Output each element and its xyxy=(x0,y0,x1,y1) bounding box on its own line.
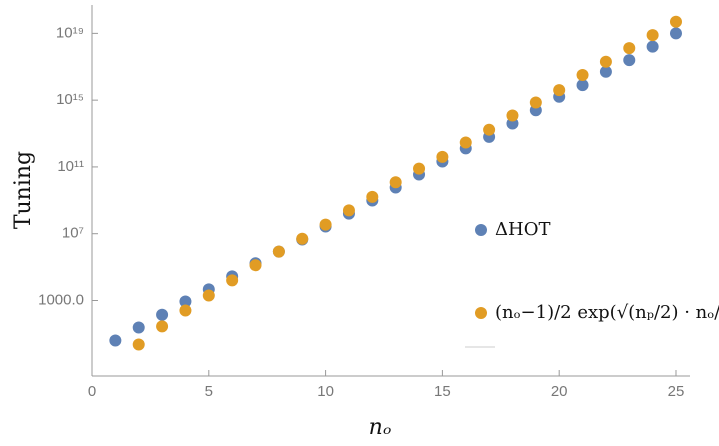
point xyxy=(109,334,122,347)
point xyxy=(132,338,145,351)
point xyxy=(669,15,682,28)
point xyxy=(296,232,309,245)
point xyxy=(646,40,659,53)
y-tick-label: 10¹⁵ xyxy=(56,91,84,108)
point xyxy=(132,321,145,334)
point xyxy=(599,55,612,68)
x-axis-label: nₒ xyxy=(369,415,392,440)
x-tick-label: 10 xyxy=(317,383,334,400)
point xyxy=(459,136,472,149)
point xyxy=(553,84,566,97)
point xyxy=(179,295,192,308)
legend-label: (nₒ−1)/2 exp(√(nₚ/2) · nₒ/2) xyxy=(495,302,719,323)
point xyxy=(646,29,659,42)
point xyxy=(413,162,426,175)
y-tick-label: 10¹⁹ xyxy=(56,24,84,41)
point xyxy=(483,123,496,136)
legend-label: ΔHOT xyxy=(495,219,550,240)
point xyxy=(249,259,262,272)
y-tick-label: 1000.0 xyxy=(38,291,84,308)
point xyxy=(226,274,239,287)
point xyxy=(389,176,402,189)
point xyxy=(202,289,215,302)
x-tick-label: 15 xyxy=(434,383,451,400)
y-axis-label: Tuning xyxy=(11,151,36,229)
point xyxy=(576,79,589,92)
point xyxy=(366,190,379,203)
point xyxy=(576,69,589,82)
x-tick-label: 20 xyxy=(551,383,568,400)
legend-marker xyxy=(475,307,487,319)
point xyxy=(342,204,355,217)
x-tick-label: 5 xyxy=(205,383,213,400)
point xyxy=(623,54,636,67)
point xyxy=(669,27,682,40)
x-tick-label: 25 xyxy=(668,383,685,400)
point xyxy=(623,42,636,55)
point xyxy=(529,96,542,109)
point xyxy=(156,308,169,321)
y-tick-label: 10¹¹ xyxy=(57,158,84,175)
y-tick-label: 10⁷ xyxy=(62,225,84,242)
point xyxy=(436,150,449,163)
point xyxy=(156,320,169,333)
legend-marker xyxy=(475,224,487,236)
point xyxy=(319,218,332,231)
point xyxy=(272,245,285,258)
x-tick-label: 0 xyxy=(88,383,96,400)
point xyxy=(599,65,612,78)
point xyxy=(506,109,519,122)
point xyxy=(179,304,192,317)
